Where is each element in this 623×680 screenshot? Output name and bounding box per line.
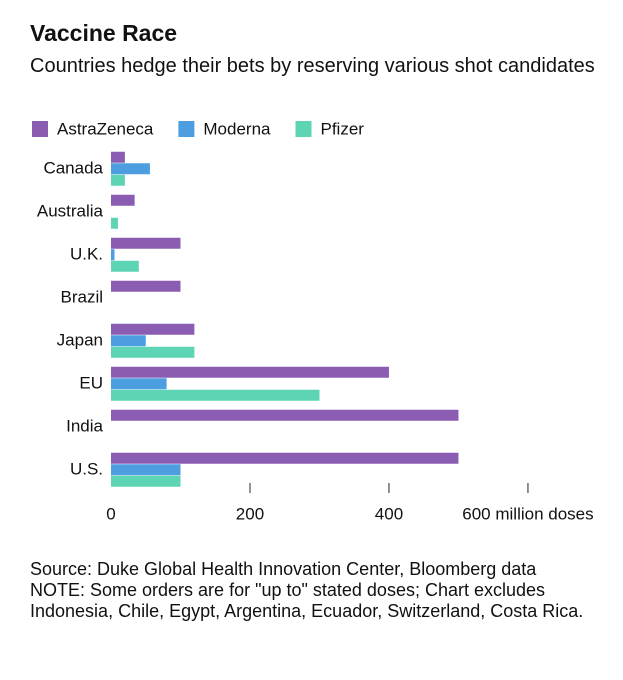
x-tick-label: 0 [106, 504, 115, 523]
bar [111, 237, 181, 249]
y-tick-label: U.S. [70, 459, 103, 478]
note: NOTE: Some orders are for "up to" stated… [30, 580, 584, 621]
bar [111, 389, 320, 401]
bar [111, 335, 146, 347]
bar [111, 452, 459, 464]
chart-title: Vaccine Race [30, 20, 178, 46]
legend-label: Moderna [203, 119, 271, 138]
bar [111, 475, 181, 487]
bar [111, 378, 167, 390]
y-tick-label: Japan [57, 330, 103, 349]
x-tick-label: 200 [236, 504, 264, 523]
bar [111, 217, 118, 229]
x-tick-label: 600 million doses [462, 504, 593, 523]
y-tick-label: Australia [37, 201, 104, 220]
y-tick-label: India [66, 416, 103, 435]
y-tick-label: Canada [43, 158, 103, 177]
bar [111, 163, 150, 175]
y-tick-label: Brazil [60, 287, 103, 306]
bar [111, 249, 115, 261]
bar [111, 260, 139, 272]
chart: AstraZeneca Moderna Pfizer 0 200 400 600 milli… [32, 119, 594, 523]
legend-label: Pfizer [321, 119, 365, 138]
bar [111, 174, 125, 186]
legend-swatch [32, 121, 48, 137]
legend-label: AstraZeneca [57, 119, 154, 138]
chart-subtitle: Countries hedge their bets by reserving … [30, 55, 595, 77]
bar [111, 346, 195, 358]
y-tick-label: U.K. [70, 244, 103, 263]
bar [111, 194, 135, 206]
y-tick-label: EU [79, 373, 103, 392]
source: Source: Duke Global Health Innovation Ce… [30, 559, 537, 579]
footer: Source: Duke Global Health Innovation Ce… [30, 559, 590, 622]
bar [111, 464, 181, 476]
bar [111, 280, 181, 292]
bar [111, 409, 459, 421]
bar [111, 323, 195, 335]
bar [111, 151, 125, 163]
legend-swatch [295, 121, 312, 137]
x-tick-label: 400 [375, 504, 403, 523]
legend-swatch [178, 121, 195, 137]
bar [111, 366, 389, 378]
